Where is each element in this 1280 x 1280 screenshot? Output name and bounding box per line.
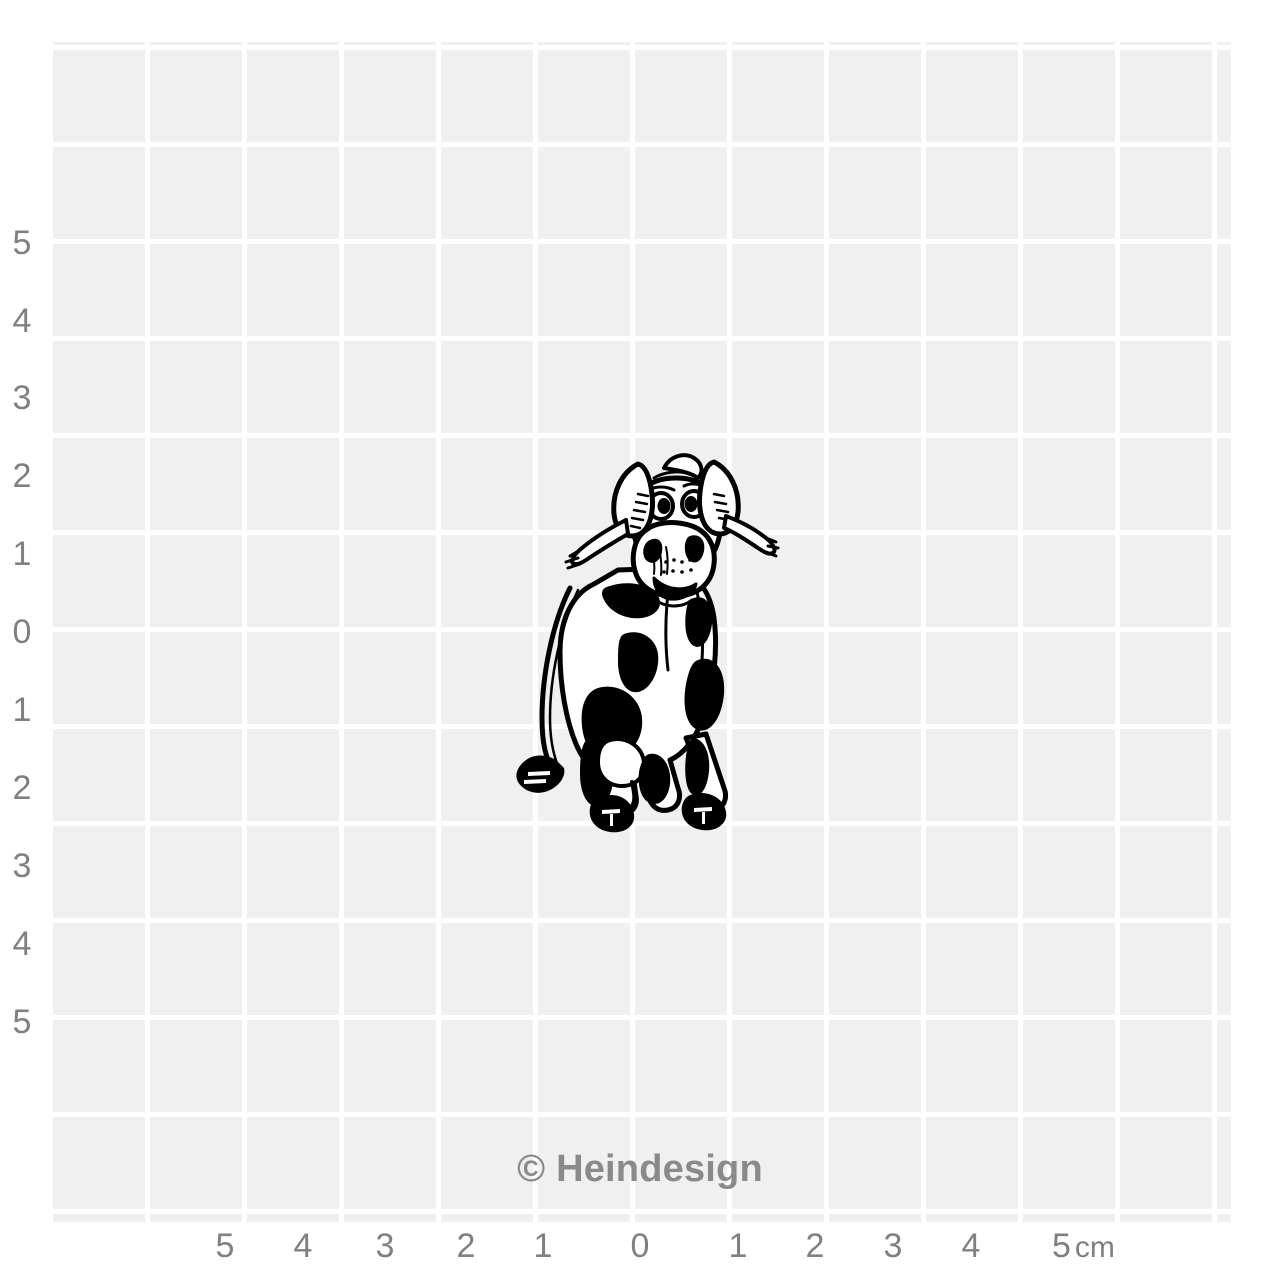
- cow-horn-left: [570, 518, 630, 567]
- cow-hoof-rear-left: [589, 794, 635, 833]
- ruler-label-bottom-2: 3: [375, 1227, 395, 1265]
- ruler-label-left-4: 1: [12, 535, 32, 573]
- copyright-watermark: © Heindesign: [517, 1148, 763, 1190]
- cow-spot-mid-left: [618, 632, 659, 693]
- cow-tail-inner-line: [548, 588, 580, 768]
- ruler-label-left-7: 2: [12, 769, 32, 807]
- ruler-label-bottom-9: 4: [961, 1227, 981, 1265]
- cow-muzzle-hatching: [651, 546, 669, 576]
- cow-horn-right-tip: [764, 536, 780, 558]
- ruler-label-bottom-10-value: 5: [1052, 1227, 1071, 1265]
- cow-spot-right-hip: [684, 658, 725, 731]
- cow-eye-left-pupil: [657, 498, 671, 514]
- ruler-label-left-5: 0: [12, 613, 32, 651]
- ruler-label-left-2: 3: [12, 379, 32, 417]
- cow-ear-left: [611, 461, 655, 539]
- ruler-label-left-8: 3: [12, 847, 32, 885]
- cow-hoof-rear-left-cleft: [602, 809, 620, 814]
- cow-tail: [539, 585, 573, 771]
- ruler-label-bottom-8: 3: [883, 1227, 903, 1265]
- ruler-label-left-9: 4: [12, 925, 32, 963]
- cow-hoof-front-right-cleft: [694, 807, 712, 812]
- cow-hoof-front-right-cleft-2: [702, 812, 705, 824]
- cow-horn-left-tip: [564, 548, 582, 570]
- ruler-label-left-10: 5: [12, 1003, 32, 1041]
- cow-figure: [516, 453, 780, 833]
- cow-teat-right: [630, 780, 637, 808]
- ruler-label-bottom-7: 2: [805, 1227, 825, 1265]
- cow-horn-right: [722, 514, 777, 556]
- cow-hoof-rear-left-cleft-2: [610, 814, 613, 826]
- ruler-label-bottom-0: 5: [215, 1227, 235, 1265]
- cow-forelock: [662, 453, 704, 480]
- ruler-label-left-3: 2: [12, 457, 32, 495]
- ruler-label-bottom-4: 1: [533, 1227, 553, 1265]
- cow-spot-shoulder: [602, 583, 661, 619]
- ruler-label-left-1: 4: [12, 302, 32, 340]
- cow-spot-right-leg: [685, 737, 710, 796]
- ruler-label-bottom-10: 5 cm: [1052, 1229, 1115, 1263]
- vertical-ruler: 5 4 3 2 1 0 1 2 3 4 5: [0, 0, 50, 1280]
- cow-spot-right-flank: [685, 597, 713, 647]
- cow-nostril-right: [684, 535, 705, 563]
- ruler-label-bottom-3: 2: [456, 1227, 476, 1265]
- cow-hoof-rear-right: [638, 753, 671, 804]
- cow-tail-tuft-highlight: [528, 771, 550, 776]
- ruler-unit-label: cm: [1074, 1231, 1115, 1264]
- ruler-label-bottom-5: 0: [630, 1227, 650, 1265]
- cow-mouth: [652, 576, 698, 601]
- cow-tail-tuft-highlight-2: [524, 779, 546, 784]
- cow-hoof-front-right: [681, 792, 727, 831]
- cow-udder: [595, 737, 647, 789]
- ruler-label-bottom-6: 1: [728, 1227, 748, 1265]
- cow-eye-right-pupil: [684, 496, 698, 512]
- ruler-label-left-6: 1: [12, 691, 32, 729]
- cartoon-cow-artwork: [498, 438, 782, 838]
- ruler-label-left-0: 5: [12, 224, 32, 262]
- ruler-label-bottom-1: 4: [293, 1227, 313, 1265]
- cow-chin-line: [654, 598, 694, 608]
- cow-ear-left-hatching: [629, 492, 650, 530]
